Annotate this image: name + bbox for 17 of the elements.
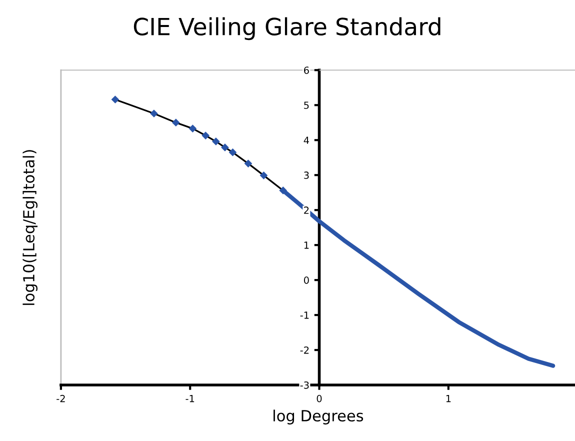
x-tick-label: -1 (186, 395, 194, 402)
y-tick-label: -2 (300, 346, 309, 354)
y-tick-label: 2 (304, 206, 309, 214)
x-tick-label: -2 (56, 394, 65, 402)
y-tick-label: -1 (300, 312, 309, 319)
x-tick-label: 1 (446, 395, 451, 402)
y-tick-label: 4 (304, 136, 309, 144)
x-axis-title: log Degrees (274, 410, 364, 424)
y-axis-title: log10([Leq/Egl]total) (22, 150, 38, 305)
chart-title: CIE Veiling Glare Standard (134, 17, 440, 40)
y-tick-label: 6 (304, 66, 309, 74)
y-tick-label: 3 (304, 172, 309, 179)
y-tick-label: 0 (304, 276, 309, 284)
y-tick-label: 1 (304, 242, 309, 249)
y-tick-label: -3 (300, 381, 309, 389)
y-tick-label: 5 (304, 102, 309, 109)
x-tick-label: 0 (316, 394, 322, 402)
